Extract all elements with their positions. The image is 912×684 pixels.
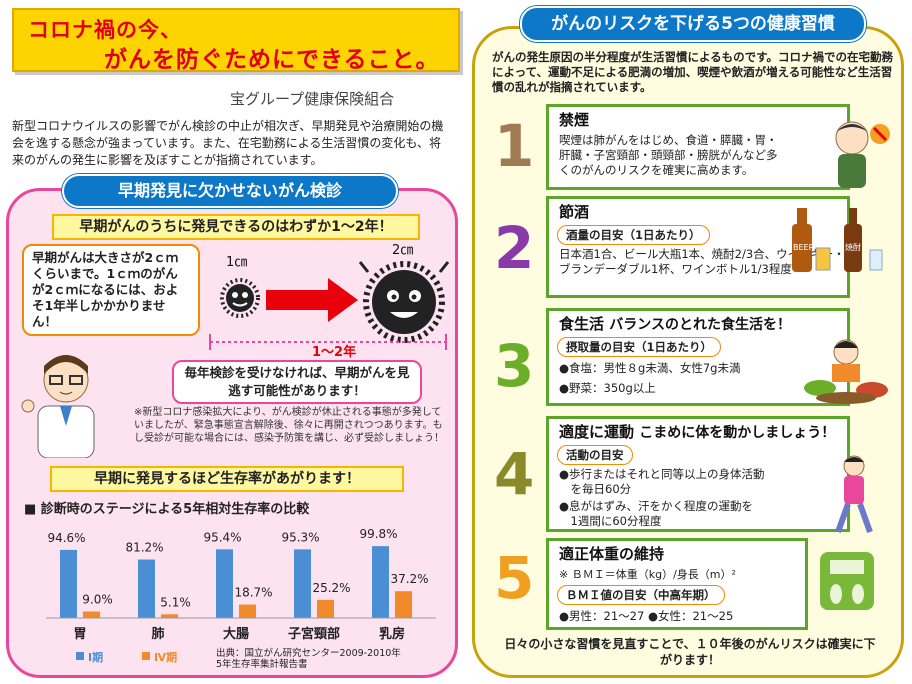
habit-3-title: 食生活 バランスのとれた食生活を！ bbox=[559, 315, 791, 333]
legend-label: Ⅳ期 bbox=[154, 650, 177, 664]
habit-2-number: 2 bbox=[494, 214, 535, 282]
bar-stage4 bbox=[317, 599, 334, 618]
category-label: 子宮頸部 bbox=[288, 626, 340, 642]
walking-person-icon bbox=[835, 455, 873, 534]
tumor-size-bubble: 早期がんは大きさが2ｃｍくらいまで。1ｃｍのがんが2ｃｍになるには、およそ1年半… bbox=[22, 244, 200, 336]
organization-name: 宝グループ健康保険組合 bbox=[230, 90, 395, 108]
habit-4-line2b: 1週間に60分程度 bbox=[559, 514, 662, 528]
survival-banner: 早期に発見するほど生存率があがります！ bbox=[50, 466, 404, 492]
bar-stage1 bbox=[60, 549, 77, 618]
habit-4-tag: 活動の目安 bbox=[557, 445, 633, 465]
data-label: 95.3% bbox=[281, 530, 319, 544]
label-years: 1～2年 bbox=[312, 344, 356, 358]
svg-text:焼酎: 焼酎 bbox=[845, 242, 861, 252]
small-cancer-cell-icon bbox=[220, 278, 260, 318]
bar-stage1 bbox=[294, 549, 311, 618]
healthy-meal-icon bbox=[804, 339, 888, 404]
data-label: 94.6% bbox=[47, 531, 85, 545]
habit-4-card: 適度に運動 こまめに体を動かしましょう！ 活動の目安 ●歩行またはそれと同等以上… bbox=[546, 416, 850, 532]
habit-4-line2: ●息がはずみ、汗をかく程度の運動を bbox=[559, 499, 754, 513]
habit-1-card: 禁煙 喫煙は肺がんをはじめ、食道・膵臓・胃・肝臓・子宮頸部・頭頸部・膀胱がんなど… bbox=[546, 104, 850, 190]
habit-4-line1b: を毎日60分 bbox=[559, 482, 632, 496]
screening-warning-bubble: 毎年検診を受けなければ、早期がんを見逃す可能性があります！ bbox=[172, 360, 422, 404]
label-2cm: 2㎝ bbox=[392, 243, 413, 258]
no-smoking-person-icon bbox=[835, 121, 890, 188]
legend-swatch bbox=[142, 652, 150, 660]
right-footer: 日々の小さな習慣を見直すことで、１０年後のがんリスクは確実に下がります！ bbox=[504, 637, 876, 667]
data-label: 37.2% bbox=[390, 572, 428, 586]
bmi-formula: ※ ＢＭＩ＝体重（kg）/身長（m）² bbox=[559, 568, 736, 581]
category-label: 肺 bbox=[151, 626, 164, 642]
data-label: 99.8% bbox=[359, 527, 397, 541]
bar-stage1 bbox=[372, 546, 389, 618]
habit-1-body: 喫煙は肺がんをはじめ、食道・膵臓・胃・肝臓・子宮頸部・頭頸部・膀胱がんなど多くの… bbox=[559, 133, 778, 177]
habit-4-number: 4 bbox=[494, 440, 535, 508]
habit-5-title: 適正体重の維持 bbox=[559, 545, 665, 563]
bar-stage4 bbox=[161, 614, 178, 618]
large-cancer-cell-icon bbox=[358, 261, 450, 343]
right-intro-text: がんの発生原因の半分程度が生活習慣によるものです。コロナ禍での在宅勤務によって、… bbox=[492, 50, 894, 94]
habit-5-tag: ＢＭＩ値の目安（中高年期） bbox=[557, 585, 725, 605]
scale-icon bbox=[820, 552, 874, 610]
bar-stage1 bbox=[216, 549, 233, 618]
chart-title: ■ 診断時のステージによる5年相対生存率の比較 bbox=[24, 502, 310, 517]
data-label: 9.0% bbox=[82, 593, 113, 607]
bar-stage1 bbox=[138, 559, 155, 618]
data-label: 5.1% bbox=[160, 595, 191, 609]
habit-3-number: 3 bbox=[494, 332, 535, 400]
habit-5-card: 適正体重の維持 ※ ＢＭＩ＝体重（kg）/身長（m）² ＢＭＩ値の目安（中高年期… bbox=[546, 538, 808, 630]
covid-note: ※新型コロナ感染拡大により、がん検診が休止される事態が多発していましたが、緊急事… bbox=[134, 407, 444, 444]
data-label: 25.2% bbox=[312, 581, 350, 595]
chart-source: 出典：国立がん研究センター2009-2010年 5年生存率集計報告書 bbox=[216, 648, 401, 670]
habit-1-title: 禁煙 bbox=[559, 111, 590, 129]
habit-3-card: 食生活 バランスのとれた食生活を！ 摂取量の目安（1日あたり） ●食塩：男性８g… bbox=[546, 308, 850, 406]
early-detection-banner: 早期がんのうちに発見できるのはわずか1～2年！ bbox=[52, 214, 420, 240]
legend-label: Ⅰ期 bbox=[88, 650, 103, 664]
alcohol-bottles-icon: BEER 焼酎 bbox=[792, 208, 883, 272]
bar-stage4 bbox=[83, 611, 100, 618]
habit-3-tag: 摂取量の目安（1日あたり） bbox=[557, 337, 722, 357]
data-label: 18.7% bbox=[234, 586, 272, 600]
habit-2-tag: 酒量の目安（1日あたり） bbox=[557, 225, 710, 245]
habit-3-salt: ●食塩：男性８g未満、女性7g未満 bbox=[559, 361, 741, 375]
habit-5-number: 5 bbox=[494, 544, 535, 612]
category-label: 乳房 bbox=[379, 626, 405, 642]
intro-text: 新型コロナウイルスの影響でがん検診の中止が相次ぎ、早期発見や治療開始の機会を逸す… bbox=[12, 119, 444, 167]
right-section-heading: がんのリスクを下げる5つの健康習慣 bbox=[520, 6, 866, 42]
svg-text:BEER: BEER bbox=[793, 243, 815, 252]
category-label: 胃 bbox=[73, 627, 86, 642]
legend-swatch bbox=[76, 652, 84, 660]
label-1cm: 1㎝ bbox=[226, 255, 247, 270]
habit-2-title: 節酒 bbox=[559, 203, 590, 221]
left-section-heading: 早期発見に欠かせないがん検診 bbox=[62, 174, 398, 208]
bmi-ranges: ●男性：21～27 ●女性：21～25 bbox=[559, 609, 734, 623]
doctor-icon bbox=[21, 355, 95, 458]
category-label: 大腸 bbox=[223, 626, 249, 642]
data-label: 95.4% bbox=[203, 530, 241, 544]
habit-4-title: 適度に運動 こまめに体を動かしましょう！ bbox=[559, 423, 836, 441]
bar-stage4 bbox=[395, 591, 412, 618]
title-banner: コロナ禍の今、 がんを防ぐためにできること。 bbox=[12, 8, 460, 73]
survival-rate-chart: 94.6% 9.0% 胃 81.2% 5.1% 肺 95.4% 18.7% 大腸 95.3% 25.… bbox=[46, 527, 436, 664]
title-line1: コロナ禍の今、 bbox=[28, 18, 182, 42]
habit-1-number: 1 bbox=[494, 112, 535, 180]
data-label: 81.2% bbox=[125, 541, 163, 555]
habit-4-line1: ●歩行またはそれと同等以上の身体活動 bbox=[559, 467, 765, 481]
tumor-growth-illustration: 1㎝ 2㎝ 1～2年 bbox=[209, 243, 450, 358]
bar-stage4 bbox=[239, 604, 256, 618]
title-line2: がんを防ぐためにできること。 bbox=[104, 47, 440, 73]
growth-arrow-icon bbox=[266, 278, 358, 322]
habit-2-body: 日本酒1合、ビール大瓶1本、焼酎2/3合、ウイスキー・ブランデーダブル1杯、ワイ… bbox=[559, 247, 845, 276]
habit-3-vegetables: ●野菜：350g以上 bbox=[559, 381, 656, 395]
